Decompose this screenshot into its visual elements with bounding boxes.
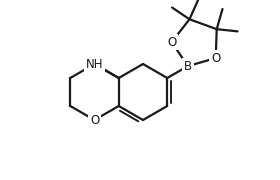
Text: O: O [90,114,99,127]
Text: F: F [96,60,103,73]
Text: O: O [167,36,176,49]
Text: NH: NH [86,57,103,71]
Text: O: O [211,52,220,65]
Text: B: B [184,60,192,73]
